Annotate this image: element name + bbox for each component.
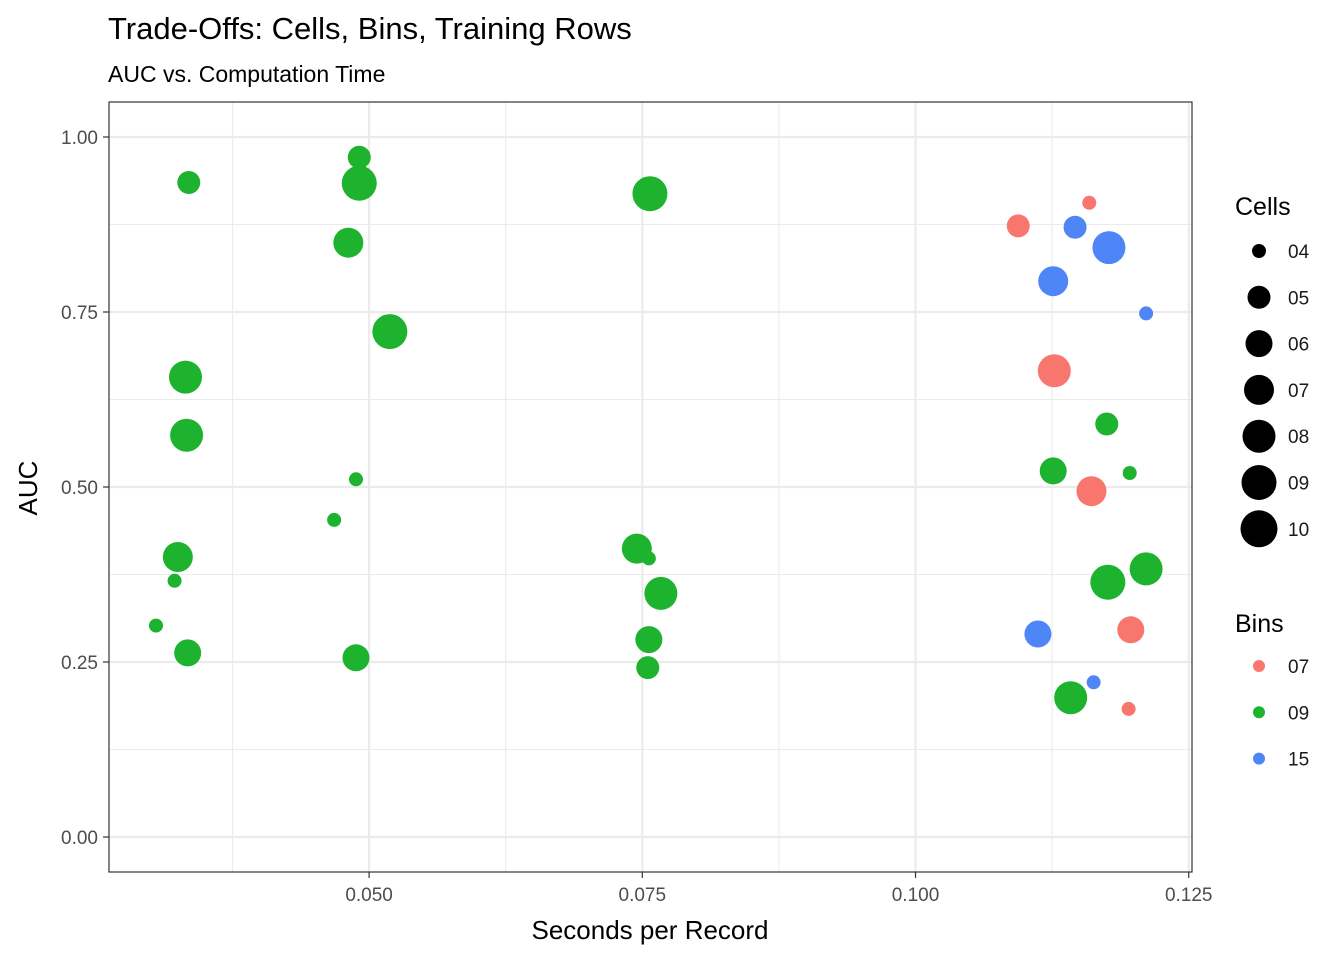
data-point [635, 626, 663, 654]
data-point [1090, 564, 1126, 600]
data-point [632, 176, 668, 212]
legend-cells-label: 10 [1288, 520, 1309, 541]
chart-subtitle: AUC vs. Computation Time [108, 61, 385, 87]
data-point [347, 145, 371, 169]
y-tick-label: 1.00 [61, 128, 98, 149]
data-point [342, 644, 370, 672]
legend-cells-key [1244, 374, 1274, 405]
data-point [170, 418, 204, 452]
data-point [1122, 466, 1137, 480]
chart-title: Trade-Offs: Cells, Bins, Training Rows [108, 11, 632, 46]
x-tick-label: 0.075 [619, 885, 667, 906]
legend-bins-label: 15 [1288, 750, 1309, 771]
legend-cells-label: 06 [1288, 335, 1309, 356]
legend-bins-label: 09 [1288, 703, 1309, 724]
data-point [372, 314, 408, 350]
legend-cells-title: Cells [1235, 193, 1291, 221]
data-point [1092, 231, 1126, 265]
legend-cells-key [1241, 465, 1277, 500]
legend: Cells 04 05 06 07 08 09 10 Bins 07 09 15 [1235, 193, 1310, 771]
data-point [1039, 457, 1067, 485]
y-tick-label: 0.25 [61, 653, 98, 674]
y-tick-label: 0.50 [61, 478, 98, 499]
legend-cells-key [1245, 330, 1273, 358]
data-point [148, 618, 163, 633]
data-point [1095, 412, 1119, 436]
y-tick-label: 0.75 [61, 303, 98, 324]
x-tick-label: 0.125 [1165, 885, 1213, 906]
x-tick-label: 0.100 [892, 885, 940, 906]
axis-ticks: 0.050 0.075 0.100 0.125 0.00 0.25 0.50 0.75 1.00 [61, 128, 1212, 906]
data-point [1117, 616, 1145, 644]
data-point [1063, 215, 1087, 239]
legend-cells-key [1252, 244, 1266, 258]
data-point [641, 551, 656, 566]
data-point [636, 656, 660, 680]
data-points [148, 145, 1163, 716]
y-tick-label: 0.00 [61, 828, 98, 849]
legend-cells-items: 04 05 06 07 08 09 10 [1240, 242, 1310, 548]
data-point [168, 360, 202, 394]
y-axis-title: AUC [13, 461, 43, 516]
data-point [333, 227, 364, 258]
data-point [1139, 306, 1154, 321]
legend-cells-label: 08 [1288, 427, 1309, 448]
data-point [341, 165, 377, 201]
data-point [1129, 552, 1163, 586]
grid-lines [109, 102, 1192, 872]
legend-cells-label: 04 [1288, 242, 1310, 263]
legend-cells-key [1242, 419, 1276, 453]
legend-cells-key [1247, 285, 1271, 309]
x-tick-label: 0.050 [345, 885, 393, 906]
legend-bins-label: 07 [1288, 657, 1309, 678]
data-point [167, 573, 182, 588]
legend-bins-items: 07 09 15 [1253, 657, 1309, 771]
data-point [348, 472, 363, 487]
data-point [177, 171, 201, 194]
data-point [174, 639, 202, 667]
data-point [1121, 701, 1136, 716]
x-axis-title: Seconds per Record [531, 915, 768, 945]
legend-bins-key [1253, 706, 1265, 719]
data-point [1037, 354, 1071, 388]
data-point [1086, 675, 1101, 690]
data-point [1038, 266, 1069, 297]
data-point [162, 542, 193, 572]
legend-cells-key [1240, 510, 1278, 548]
data-point [1054, 681, 1088, 715]
legend-bins-key [1253, 660, 1265, 672]
legend-cells-label: 05 [1288, 288, 1309, 309]
data-point [327, 512, 342, 527]
legend-cells-label: 09 [1288, 474, 1309, 495]
data-point [1082, 195, 1097, 210]
data-point [1006, 214, 1030, 238]
legend-bins-key [1253, 752, 1265, 765]
data-point [644, 576, 678, 610]
data-point [1076, 476, 1107, 507]
legend-cells-label: 07 [1288, 381, 1309, 402]
data-point [1024, 620, 1052, 648]
legend-bins-title: Bins [1235, 610, 1284, 638]
